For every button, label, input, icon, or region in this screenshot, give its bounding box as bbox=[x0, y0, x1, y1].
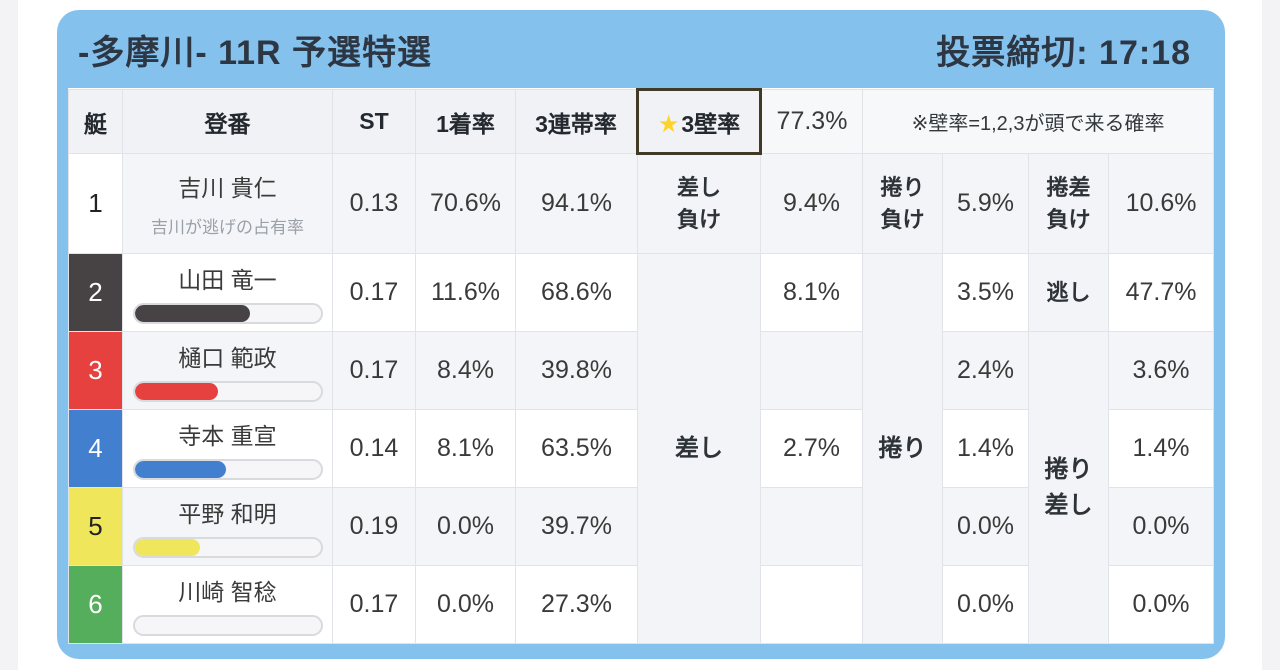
third-value: 3.6% bbox=[1107, 331, 1215, 410]
table-row: 3 樋口 範政 0.17 8.4% 39.8% 2.4% 捲り 差し 3.6% bbox=[68, 331, 1215, 644]
table-row: 2 山田 竜一 0.17 11.6% 68.6% 差し 8.1% 捲り 3.5%… bbox=[68, 253, 1215, 644]
makuri-value: 2.4% bbox=[942, 331, 1029, 410]
col-header-first-rate: 1着率 bbox=[415, 89, 516, 154]
sashi-value: 2.7% bbox=[760, 409, 863, 488]
st-value: 0.17 bbox=[332, 565, 416, 644]
first-rate-value: 8.1% bbox=[415, 409, 516, 488]
label-sashi-make: 差し 負け bbox=[637, 153, 761, 254]
page-gutter-left bbox=[0, 0, 18, 670]
boat-number: 4 bbox=[68, 409, 123, 488]
third-value: 47.7% bbox=[1107, 253, 1215, 332]
racer-cell: 吉川 貴仁 吉川が逃げの占有率 bbox=[122, 153, 333, 254]
racer-cell: 山田 竜一 bbox=[122, 253, 333, 332]
racer-name: 川崎 智稔 bbox=[178, 579, 277, 605]
share-bar-fill bbox=[134, 305, 250, 322]
table-header-row: 艇 登番 ST 1着率 3連帯率 ★3壁率 77.3% ※壁率=1,2,3が頭で… bbox=[68, 88, 1215, 155]
first-rate-value: 11.6% bbox=[415, 253, 516, 332]
share-bar bbox=[132, 303, 323, 324]
share-bar bbox=[132, 615, 323, 636]
racer-cell: 樋口 範政 bbox=[122, 331, 333, 410]
makuri-value: 5.9% bbox=[942, 153, 1029, 254]
racer-name: 寺本 重宣 bbox=[178, 423, 277, 449]
boat-number: 5 bbox=[68, 487, 123, 566]
race-card-header: -多摩川- 11R 予選特選 投票締切: 17:18 bbox=[57, 10, 1225, 88]
boat-number: 6 bbox=[68, 565, 123, 644]
racer-name: 平野 和明 bbox=[178, 501, 277, 527]
racer-cell: 平野 和明 bbox=[122, 487, 333, 566]
vote-deadline: 投票締切: 17:18 bbox=[936, 33, 1191, 72]
sashi-value: 9.4% bbox=[760, 153, 863, 254]
share-bar-fill bbox=[134, 539, 200, 556]
wall-rate-label: 3壁率 bbox=[681, 110, 741, 137]
race-table: 艇 登番 ST 1着率 3連帯率 ★3壁率 77.3% ※壁率=1,2,3が頭で… bbox=[68, 88, 1215, 644]
label-makuri: 捲り bbox=[862, 253, 943, 644]
race-card: -多摩川- 11R 予選特選 投票締切: 17:18 艇 登番 ST 1着率 3… bbox=[57, 10, 1225, 659]
makuri-value: 3.5% bbox=[942, 253, 1029, 332]
top3-rate-value: 27.3% bbox=[515, 565, 638, 644]
top3-rate-value: 68.6% bbox=[515, 253, 638, 332]
st-value: 0.13 bbox=[332, 153, 416, 254]
makuri-value: 0.0% bbox=[942, 565, 1029, 644]
st-value: 0.17 bbox=[332, 331, 416, 410]
col-header-top3-rate: 3連帯率 bbox=[515, 89, 638, 154]
first-rate-value: 70.6% bbox=[415, 153, 516, 254]
wall-rate-value: 77.3% bbox=[760, 89, 863, 154]
third-value: 10.6% bbox=[1107, 153, 1215, 254]
boat-number: 2 bbox=[68, 253, 123, 332]
st-value: 0.17 bbox=[332, 253, 416, 332]
label-makurizashi: 捲り 差し bbox=[1028, 331, 1109, 644]
racer-name: 樋口 範政 bbox=[178, 345, 277, 371]
col-header-reg: 登番 bbox=[122, 89, 333, 154]
top3-rate-value: 94.1% bbox=[515, 153, 638, 254]
sashi-value: 8.1% bbox=[760, 253, 863, 332]
sashi-value bbox=[760, 487, 863, 566]
wall-rate-button[interactable]: ★3壁率 bbox=[636, 88, 762, 155]
label-sashi: 差し bbox=[637, 253, 761, 644]
table-row: 6 川崎 智稔 0.17 0.0% 27.3% 0.0% 0.0% bbox=[68, 565, 1215, 644]
racer-subtitle: 吉川が逃げの占有率 bbox=[151, 218, 304, 237]
share-bar bbox=[132, 537, 323, 558]
third-value: 1.4% bbox=[1107, 409, 1215, 488]
sashi-value bbox=[760, 565, 863, 644]
star-icon: ★ bbox=[657, 110, 680, 138]
share-bar-fill bbox=[134, 383, 219, 400]
boat-number: 3 bbox=[68, 331, 123, 410]
third-value: 0.0% bbox=[1107, 487, 1215, 566]
first-rate-value: 0.0% bbox=[415, 565, 516, 644]
first-rate-value: 0.0% bbox=[415, 487, 516, 566]
race-title: -多摩川- 11R 予選特選 bbox=[78, 33, 433, 72]
page-gutter-right bbox=[1262, 0, 1280, 670]
top3-rate-value: 63.5% bbox=[515, 409, 638, 488]
third-value: 0.0% bbox=[1107, 565, 1215, 644]
racer-name: 吉川 貴仁 bbox=[178, 175, 277, 201]
table-row: 5 平野 和明 0.19 0.0% 39.7% 0.0% 0.0% bbox=[68, 487, 1215, 566]
table-row: 1 吉川 貴仁 吉川が逃げの占有率 0.13 70.6% 94.1% 差し 負け … bbox=[68, 153, 1215, 254]
col-header-boat: 艇 bbox=[68, 89, 123, 154]
share-bar bbox=[132, 459, 323, 480]
wall-rate-note: ※壁率=1,2,3が頭で来る確率 bbox=[861, 89, 1215, 154]
share-bar-fill bbox=[134, 461, 226, 478]
racer-cell: 寺本 重宣 bbox=[122, 409, 333, 488]
st-value: 0.14 bbox=[332, 409, 416, 488]
label-makurizashi-make: 捲差 負け bbox=[1028, 153, 1109, 254]
sashi-value bbox=[760, 331, 863, 410]
col-header-st: ST bbox=[332, 89, 416, 154]
st-value: 0.19 bbox=[332, 487, 416, 566]
racer-name: 山田 竜一 bbox=[178, 267, 277, 293]
label-makuri-make: 捲り 負け bbox=[862, 153, 943, 254]
first-rate-value: 8.4% bbox=[415, 331, 516, 410]
racer-cell: 川崎 智稔 bbox=[122, 565, 333, 644]
makuri-value: 1.4% bbox=[942, 409, 1029, 488]
share-bar bbox=[132, 381, 323, 402]
boat-number: 1 bbox=[68, 153, 123, 254]
makuri-value: 0.0% bbox=[942, 487, 1029, 566]
top3-rate-value: 39.8% bbox=[515, 331, 638, 410]
label-nigashi: 逃し bbox=[1028, 253, 1109, 332]
table-row: 4 寺本 重宣 0.14 8.1% 63.5% 2.7% 1.4% 1.4% bbox=[68, 409, 1215, 488]
top3-rate-value: 39.7% bbox=[515, 487, 638, 566]
